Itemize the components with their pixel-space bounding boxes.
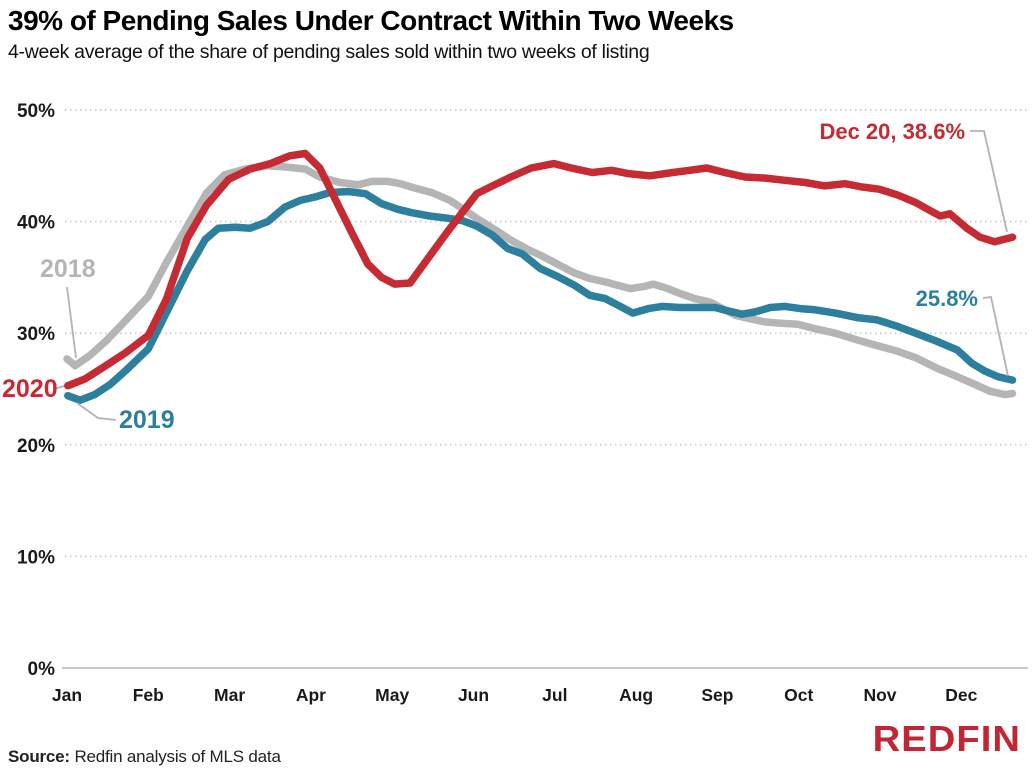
x-tick-label-Apr: Apr	[296, 685, 326, 705]
series-line-2019	[64, 187, 1017, 404]
x-tick-label-Jun: Jun	[458, 685, 489, 705]
callout-line-label2019	[76, 402, 117, 421]
source-label: Source:	[8, 747, 70, 766]
x-tick-label-Oct: Oct	[784, 685, 813, 705]
annotation-labelDec20: Dec 20, 38.6%	[819, 119, 965, 144]
redfin-logo: REDFIN	[872, 718, 1021, 759]
x-tick-label-Dec: Dec	[945, 685, 977, 705]
page-title: 39% of Pending Sales Under Contract With…	[8, 5, 734, 36]
series-line-2020	[64, 149, 1017, 390]
annotation-label258: 25.8%	[916, 286, 978, 311]
y-tick-label: 30%	[17, 324, 55, 345]
x-tick-label-May: May	[375, 685, 409, 705]
y-tick-label: 10%	[17, 547, 55, 568]
page-subtitle: 4-week average of the share of pending s…	[8, 41, 650, 63]
callout-line-label258	[982, 296, 1009, 377]
x-tick-label-Nov: Nov	[863, 685, 896, 705]
x-tick-label-Jan: Jan	[52, 685, 82, 705]
annotation-label2018: 2018	[40, 255, 96, 283]
y-tick-label: 0%	[28, 659, 56, 680]
source-text: Redfin analysis of MLS data	[74, 747, 281, 766]
callout-line-labelDec20	[970, 130, 1008, 233]
annotation-label2020: 2020	[2, 375, 58, 403]
x-tick-label-Feb: Feb	[133, 685, 164, 705]
y-tick-label: 50%	[17, 101, 55, 122]
callout-line-label2018	[66, 286, 77, 359]
x-tick-label-Sep: Sep	[701, 685, 733, 705]
x-tick-label-Jul: Jul	[542, 685, 567, 705]
y-tick-label: 20%	[17, 436, 55, 457]
y-tick-label: 40%	[17, 213, 55, 234]
callout-line-label2020	[53, 385, 65, 390]
annotation-label2019: 2019	[119, 406, 175, 434]
source-line: Source: Redfin analysis of MLS data	[8, 747, 281, 767]
x-tick-label-Aug: Aug	[619, 685, 653, 705]
x-tick-label-Mar: Mar	[214, 685, 245, 705]
